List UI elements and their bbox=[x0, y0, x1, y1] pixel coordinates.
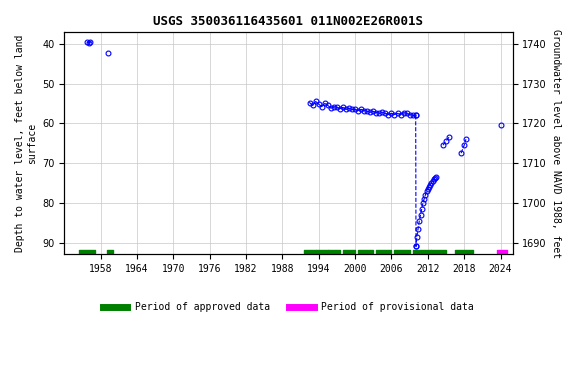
Y-axis label: Groundwater level above NAVD 1988, feet: Groundwater level above NAVD 1988, feet bbox=[551, 29, 561, 258]
Legend: Period of approved data, Period of provisional data: Period of approved data, Period of provi… bbox=[99, 298, 478, 316]
Title: USGS 350036116435601 011N002E26R001S: USGS 350036116435601 011N002E26R001S bbox=[153, 15, 423, 28]
Y-axis label: Depth to water level, feet below land
surface: Depth to water level, feet below land su… bbox=[15, 35, 37, 252]
